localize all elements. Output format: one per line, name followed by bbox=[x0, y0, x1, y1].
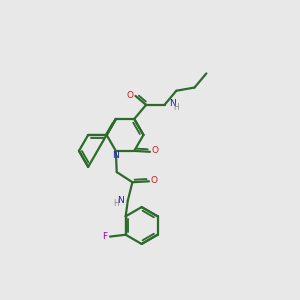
Text: H: H bbox=[173, 103, 179, 112]
Text: N: N bbox=[169, 100, 176, 109]
Text: O: O bbox=[127, 91, 134, 100]
Text: F: F bbox=[102, 232, 107, 242]
Text: O: O bbox=[151, 176, 158, 185]
Text: O: O bbox=[152, 146, 159, 155]
Text: N: N bbox=[112, 151, 119, 160]
Text: N: N bbox=[118, 196, 124, 205]
Text: H: H bbox=[113, 199, 119, 208]
